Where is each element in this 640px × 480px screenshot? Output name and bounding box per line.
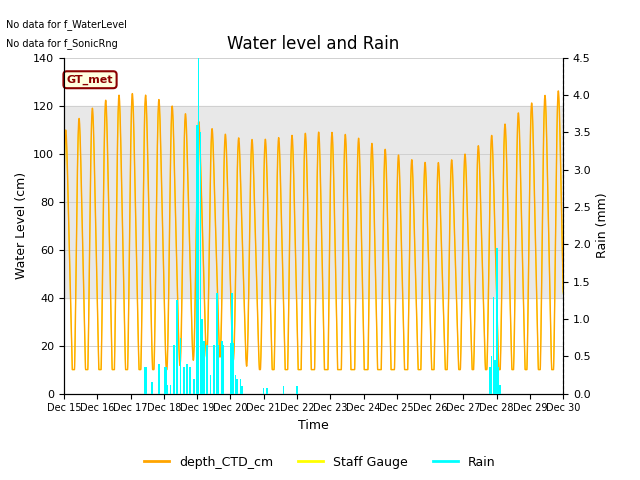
Y-axis label: Water Level (cm): Water Level (cm) (15, 172, 28, 279)
Legend: depth_CTD_cm, Staff Gauge, Rain: depth_CTD_cm, Staff Gauge, Rain (140, 451, 500, 474)
X-axis label: Time: Time (298, 419, 329, 432)
Text: No data for f_WaterLevel: No data for f_WaterLevel (6, 19, 127, 30)
Y-axis label: Rain (mm): Rain (mm) (596, 193, 609, 258)
Bar (64, 106, 563, 298)
Title: Water level and Rain: Water level and Rain (227, 35, 400, 53)
Text: GT_met: GT_met (67, 74, 113, 85)
Text: No data for f_SonicRng: No data for f_SonicRng (6, 38, 118, 49)
